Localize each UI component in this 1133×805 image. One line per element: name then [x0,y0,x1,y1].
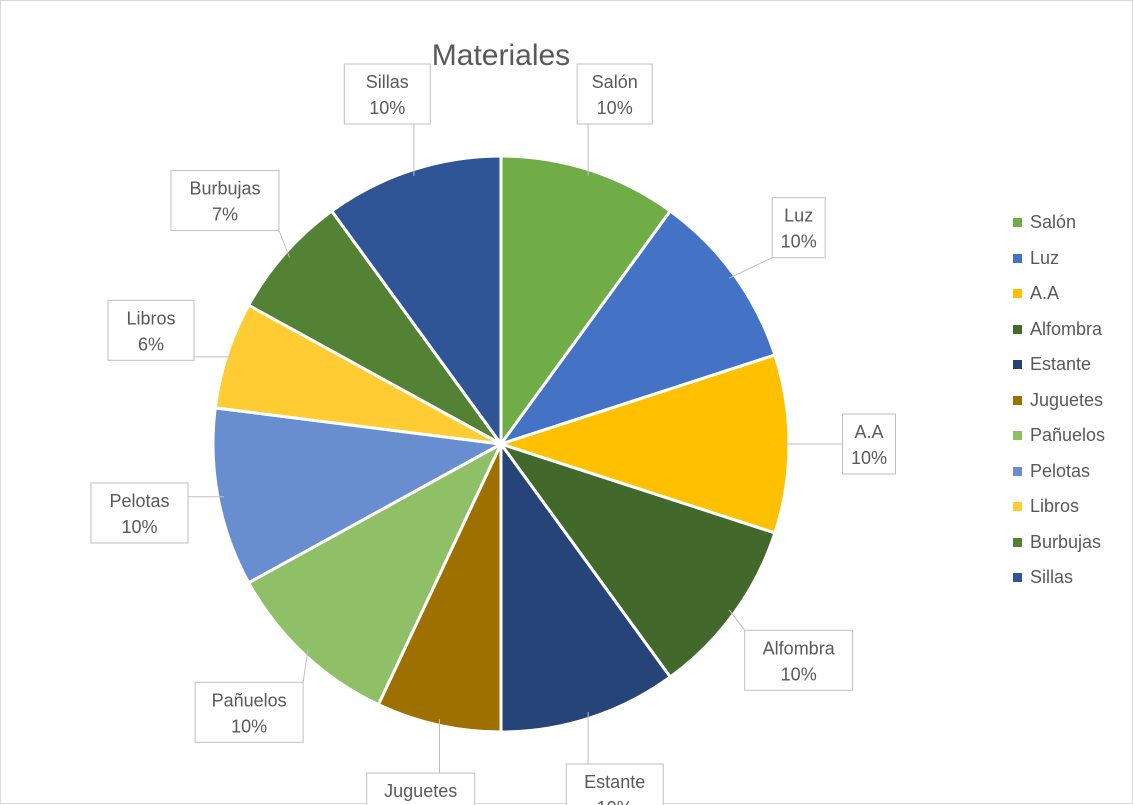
pie-slice-estante [499,439,673,734]
legend-item-a-a: A.A [1013,276,1105,312]
legend-item-salon: Salón [1013,205,1105,241]
legend-swatch [1013,466,1022,476]
data-label-panuelos: Pañuelos 10% [194,681,304,743]
data-label-libros: Libros 6% [107,299,195,361]
legend-item-sillas: Sillas [1013,560,1105,596]
legend-item-burbujas: Burbujas [1013,525,1105,561]
leader-line-panuelos [302,649,309,683]
data-label-box [194,681,304,743]
data-label-a-a: A.A 10% [842,413,896,475]
data-label-percent: 10% [369,98,405,118]
data-label-box [107,299,195,361]
data-label-sillas: Sillas 10% [343,63,431,125]
legend-swatch [1013,289,1022,299]
legend-label: Pañuelos [1030,425,1106,446]
data-label-category: Estante [584,772,645,792]
data-label-percent: 6% [138,334,164,354]
data-label-category: Pañuelos [212,690,287,710]
data-label-estante: Estante 10% [565,763,664,805]
data-labels: Salón 10% Luz 10% A.A 10% Alfombra 10% Estante 10… [90,63,896,805]
data-label-percent: 10% [597,98,633,118]
data-label-box [771,197,826,259]
legend-item-estante: Estante [1013,347,1105,383]
data-label-salon: Salón 10% [576,63,653,125]
data-label-box [343,63,431,125]
leader-lines [188,124,843,774]
leader-line-alfombra [728,609,746,631]
chart-title: Materiales [431,39,571,72]
legend-swatch [1013,324,1022,334]
legend-swatch [1013,253,1022,263]
pie-slice-alfombra [497,441,777,680]
legend-label: Sillas [1030,567,1074,588]
legend-label: Libros [1030,496,1080,517]
data-label-percent: 10% [781,232,817,252]
legend-label: Burbujas [1030,531,1102,552]
data-label-box [90,482,189,544]
legend-item-juguetes: Juguetes [1013,383,1105,419]
legend-label: Salón [1030,212,1077,233]
legend-item-alfombra: Alfombra [1013,312,1105,348]
legend-item-panuelos: Pañuelos [1013,418,1105,454]
legend-swatch [1013,431,1022,441]
data-label-category: Luz [784,206,813,226]
legend-swatch [1013,360,1022,370]
pie-slice-luz [497,208,777,447]
leader-line-luz [728,257,773,279]
data-label-box [842,413,896,475]
data-label-category: Salón [592,72,638,92]
data-label-percent: 7% [212,205,238,225]
data-label-juguetes: Juguetes7% [366,772,476,805]
legend-swatch [1013,218,1022,228]
pie-slice-burbujas [246,208,503,446]
legend-swatch [1013,573,1022,583]
legend-swatch [1013,395,1022,405]
pie-slice-sillas [329,154,503,449]
data-label-box [170,170,280,232]
legend-label: Luz [1030,247,1060,268]
data-label-percent: 10% [781,664,817,684]
data-label-category: Sillas [366,72,409,92]
legend-label: Estante [1030,354,1092,375]
legend-label: Pelotas [1030,460,1091,481]
data-label-box [565,763,664,805]
data-label-luz: Luz 10% [771,197,826,259]
legend-label: Juguetes [1030,389,1104,410]
data-label-category: Libros [126,308,175,328]
data-label-box [366,772,476,805]
leader-line-burbujas [278,230,290,258]
data-label-percent: 10% [121,517,157,537]
data-label-box [576,63,653,125]
legend-item-pelotas: Pelotas [1013,454,1105,490]
data-label-percent: 10% [851,448,887,468]
legend-item-libros: Libros [1013,489,1105,525]
data-label-category: Juguetes [384,781,457,801]
data-label-category: A.A [854,422,883,442]
data-label-percent: 10% [231,716,267,736]
pie-slice-pelotas [211,406,506,585]
pie-slices [211,154,791,734]
data-label-category: Burbujas [189,179,260,199]
legend-swatch [1013,502,1022,512]
legend: Salón Luz A.A Alfombra Estante Juguetes Pañuel… [1013,205,1105,596]
data-label-pelotas: Pelotas 10% [90,482,189,544]
legend-label: A.A [1030,283,1060,304]
data-label-percent: 10% [597,798,633,805]
legend-swatch [1013,537,1022,547]
data-label-box [744,629,854,691]
data-label-alfombra: Alfombra 10% [744,629,854,691]
legend-label: Alfombra [1030,318,1103,339]
data-label-category: Pelotas [109,491,169,511]
pie-slice-panuelos [246,440,505,707]
pie-slice-juguetes [376,443,503,734]
legend-item-luz: Luz [1013,241,1105,277]
pie-slice-salon [499,154,673,449]
data-label-burbujas: Burbujas 7% [170,170,280,232]
data-label-category: Alfombra [763,638,836,658]
